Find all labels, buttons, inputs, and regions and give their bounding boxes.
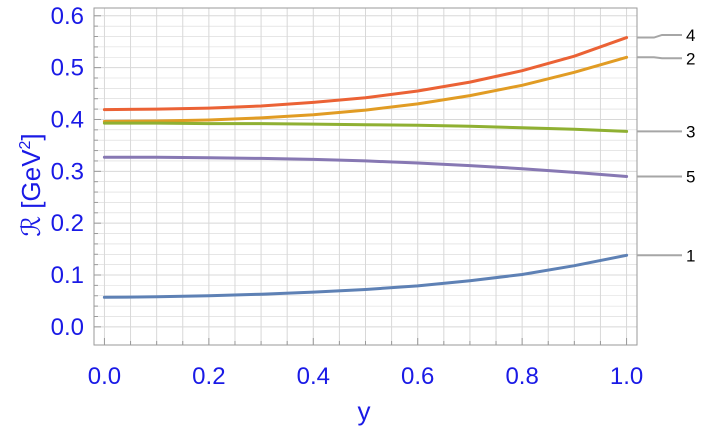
curve-label-3: 3 bbox=[686, 122, 695, 141]
y-tick-label: 0.5 bbox=[51, 55, 84, 82]
leader-line-4 bbox=[637, 33, 682, 39]
series-lines bbox=[102, 36, 629, 299]
series-line-1 bbox=[102, 253, 629, 299]
x-tick-label: 1.0 bbox=[610, 363, 643, 390]
series-line-5 bbox=[102, 155, 629, 178]
x-tick-label: 0.4 bbox=[297, 363, 330, 390]
axis-ticks: 0.0 0.2 0.4 0.6 0.8 1.0 0.0 0.1 0.2 0.3 0.4 0.5 0.6 bbox=[51, 3, 644, 390]
y-tick-label: 0.2 bbox=[51, 210, 84, 237]
series-line-2 bbox=[102, 55, 629, 123]
series-line-4 bbox=[102, 36, 629, 112]
y-axis-title-sup: 2 bbox=[17, 140, 34, 149]
series-line-3 bbox=[102, 121, 629, 133]
y-tick-label: 0.3 bbox=[51, 158, 84, 185]
curve-label-2: 2 bbox=[686, 49, 695, 68]
x-axis-title: y bbox=[358, 396, 371, 426]
grid bbox=[94, 8, 637, 345]
y-axis-title: ℛ [GeV2] bbox=[16, 133, 46, 236]
curve-label-1: 1 bbox=[686, 246, 695, 265]
y-tick-label: 0.1 bbox=[51, 262, 84, 289]
x-tick-label: 0.8 bbox=[505, 363, 538, 390]
leader-line-2 bbox=[637, 56, 682, 60]
y-tick-label: 0.6 bbox=[51, 3, 84, 30]
curve-label-4: 4 bbox=[686, 26, 695, 45]
x-tick-label: 0.0 bbox=[88, 363, 121, 390]
y-axis-title-main: ℛ [GeV bbox=[16, 149, 46, 237]
y-tick-label: 0.0 bbox=[51, 314, 84, 341]
x-tick-label: 0.6 bbox=[401, 363, 434, 390]
y-tick-label: 0.4 bbox=[51, 106, 84, 133]
curve-labels: 1 2 3 4 5 bbox=[637, 26, 695, 265]
y-axis-title-end: ] bbox=[16, 133, 46, 140]
curve-label-5: 5 bbox=[686, 168, 695, 187]
x-tick-label: 0.2 bbox=[192, 363, 225, 390]
